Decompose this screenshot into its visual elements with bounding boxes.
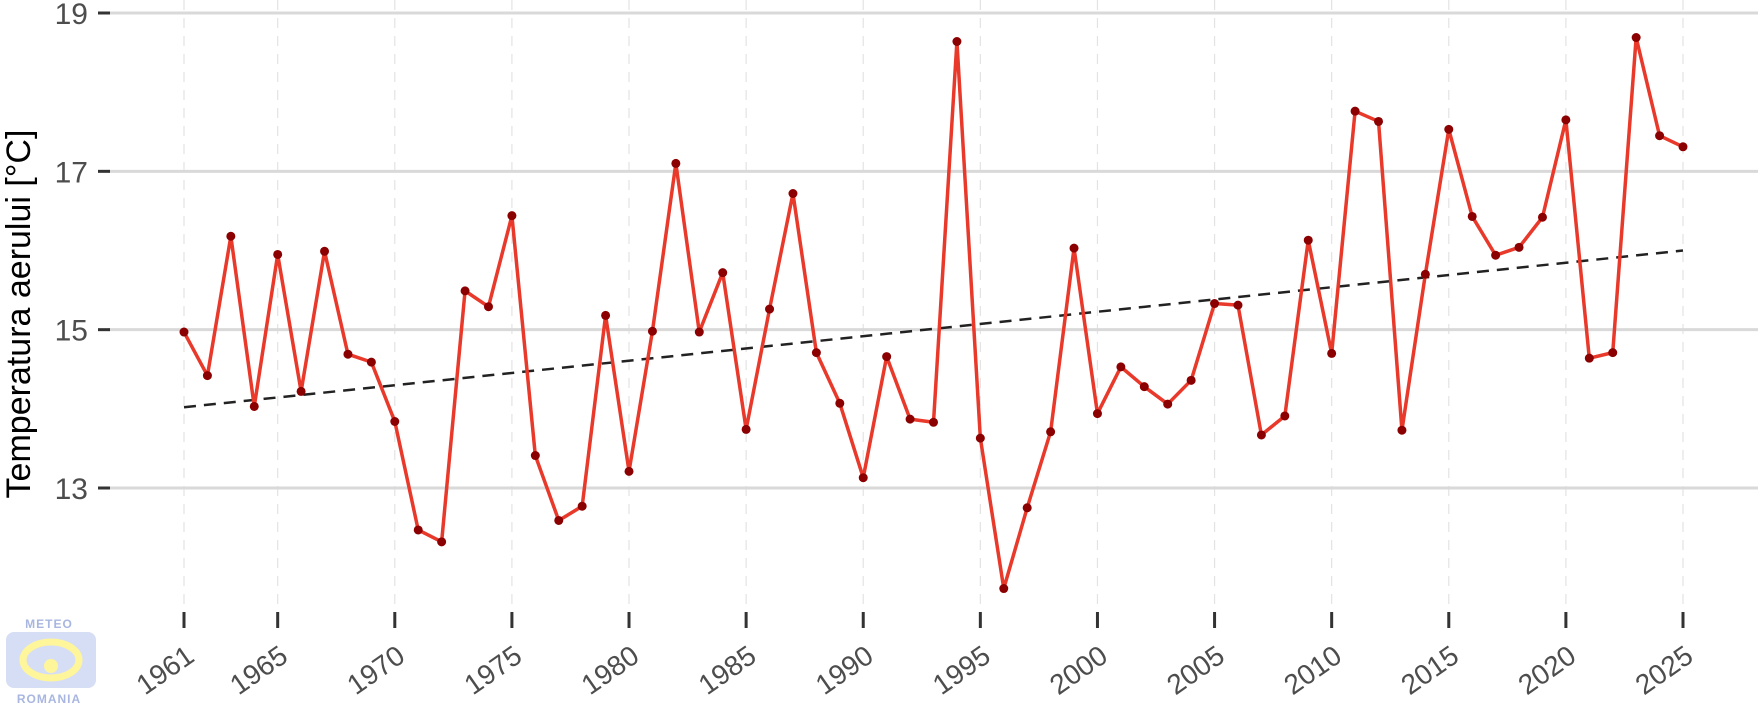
x-tick-label: 2000: [1044, 640, 1113, 701]
x-tick-label: 1990: [810, 640, 879, 701]
data-point: [1584, 353, 1594, 363]
x-tick-label: 1965: [224, 640, 293, 701]
data-point: [765, 304, 775, 314]
x-tick-label: 1961: [131, 640, 200, 701]
y-tick-label: 15: [55, 315, 88, 348]
y-axis-ticks: 13 15 17 19: [55, 0, 110, 506]
data-point: [975, 433, 985, 443]
data-point: [1163, 399, 1173, 409]
data-point: [624, 466, 634, 476]
data-point: [1678, 142, 1688, 152]
data-point: [1303, 235, 1313, 245]
data-point: [1514, 242, 1524, 252]
data-point: [1350, 106, 1360, 116]
data-point: [1256, 430, 1266, 440]
logo-bottom-text: ROMANIA: [17, 692, 81, 704]
data-point: [179, 327, 189, 337]
data-point: [1046, 427, 1056, 437]
x-tick-label: 2025: [1630, 640, 1699, 701]
data-point: [1327, 348, 1337, 358]
x-axis-ticks: 1961 1965 1970 1975 1980 1985 1990 1995 2000 2005…: [131, 612, 1699, 701]
data-point: [905, 414, 915, 424]
plot-area: [179, 33, 1688, 594]
data-point: [1561, 115, 1571, 125]
data-point: [1537, 212, 1547, 222]
data-point: [811, 348, 821, 358]
data-point: [1467, 211, 1477, 221]
data-point: [273, 249, 283, 259]
data-point: [296, 386, 306, 396]
data-point: [741, 424, 751, 434]
data-point: [999, 584, 1009, 594]
data-point: [788, 189, 798, 198]
logo-top-text: METEO: [25, 617, 73, 631]
data-point: [1608, 348, 1618, 358]
x-tick-label: 2015: [1395, 640, 1464, 701]
x-tick-label: 1980: [576, 640, 645, 701]
data-point: [694, 327, 704, 337]
x-tick-label: 1985: [693, 640, 762, 701]
data-point: [671, 158, 681, 168]
data-point: [1116, 362, 1126, 372]
data-point: [601, 310, 611, 320]
logo-sun-icon: [44, 659, 58, 673]
data-point: [249, 401, 259, 411]
data-point: [390, 417, 400, 426]
data-point: [1655, 131, 1665, 141]
data-point: [1444, 124, 1454, 134]
data-point: [530, 451, 540, 461]
data-point: [507, 211, 517, 221]
data-point: [1092, 409, 1102, 419]
data-point: [554, 515, 564, 525]
data-point: [858, 473, 868, 483]
data-point: [1139, 382, 1149, 392]
data-point: [929, 417, 938, 427]
data-point: [1397, 425, 1407, 435]
data-point: [1491, 250, 1501, 260]
trend-line: [183, 249, 1684, 409]
data-point: [437, 537, 447, 547]
data-point: [1210, 299, 1220, 309]
data-point: [460, 286, 470, 296]
y-tick-label: 17: [55, 156, 88, 189]
horizontal-gridlines: [108, 11, 1758, 490]
y-tick-label: 19: [55, 0, 88, 31]
data-point: [1233, 300, 1243, 310]
data-point: [1631, 33, 1641, 43]
x-tick-label: 2005: [1161, 640, 1230, 701]
data-point: [882, 352, 892, 362]
x-tick-label: 1975: [459, 640, 528, 701]
data-point: [1374, 116, 1384, 126]
logo-ring-icon: [19, 638, 83, 682]
y-axis-title: Temperatura aerului [°C]: [0, 130, 38, 499]
data-point: [647, 326, 657, 336]
data-point: [226, 231, 236, 241]
data-point: [320, 246, 330, 256]
vertical-gridlines: [183, 0, 1684, 606]
data-point: [413, 525, 423, 535]
data-point: [718, 268, 728, 278]
data-point: [1069, 243, 1079, 253]
meteo-romania-logo: METEO ROMANIA: [6, 617, 96, 704]
data-point: [577, 501, 587, 511]
data-point: [366, 357, 376, 367]
data-point: [483, 302, 493, 312]
data-point: [202, 371, 212, 381]
x-tick-label: 2010: [1278, 640, 1347, 701]
data-point: [1022, 503, 1032, 513]
data-point: [343, 349, 353, 359]
temperature-line: [182, 35, 1684, 591]
x-tick-label: 2020: [1513, 640, 1582, 701]
x-tick-label: 1970: [341, 640, 410, 701]
data-point: [835, 398, 845, 408]
data-point: [1280, 411, 1290, 421]
data-point: [952, 37, 962, 46]
data-point: [1420, 269, 1430, 279]
y-tick-label: 13: [55, 473, 88, 506]
x-tick-label: 1995: [927, 640, 996, 701]
data-point: [1186, 375, 1196, 385]
